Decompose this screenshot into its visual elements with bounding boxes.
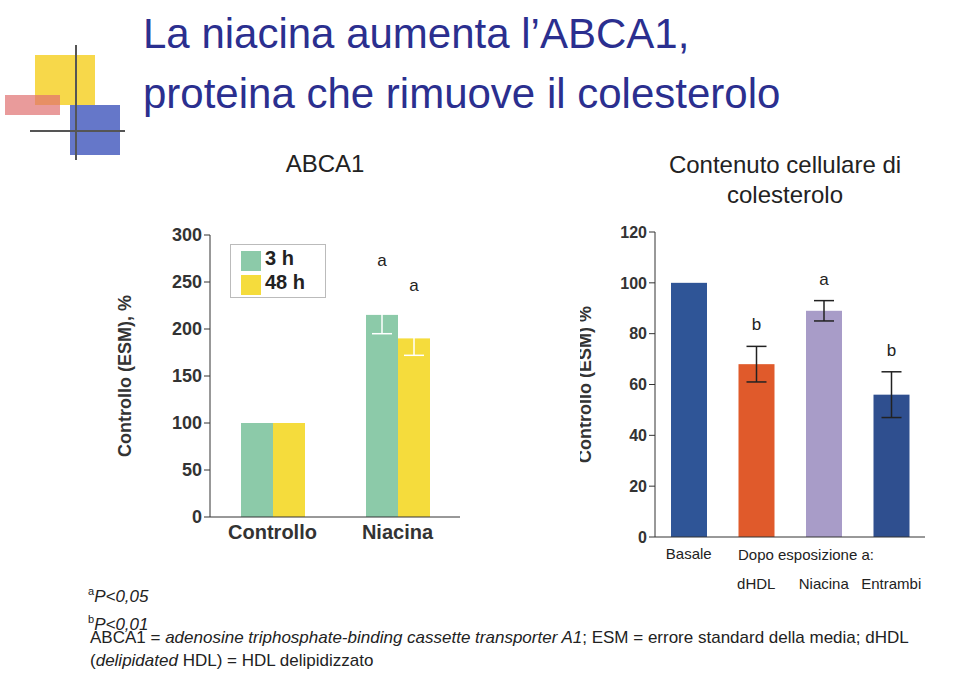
svg-text:Controllo (ESM) %: Controllo (ESM) % <box>580 306 595 463</box>
svg-text:a: a <box>819 270 829 289</box>
html-text:La niacina aumenta l’ABCA1,: La niacina aumenta l’ABCA1, <box>143 10 690 57</box>
svg-text:Niacina: Niacina <box>362 521 434 543</box>
svg-text:b: b <box>887 341 896 360</box>
svg-text:120: 120 <box>620 224 647 241</box>
svg-text:150: 150 <box>172 366 202 386</box>
svg-text:0: 0 <box>638 529 647 546</box>
svg-text:Niacina: Niacina <box>799 575 850 592</box>
html-text:proteina che rimuove il colest: proteina che rimuove il colesterolo <box>143 70 781 117</box>
svg-text:200: 200 <box>172 319 202 339</box>
svg-text:Controllo: Controllo <box>228 521 317 543</box>
svg-text:300: 300 <box>172 225 202 245</box>
html-text:Dopo esposizione a:: Dopo esposizione a: <box>738 546 874 563</box>
html-text:3 h: 3 h <box>265 247 294 269</box>
svg-text:40: 40 <box>629 427 647 444</box>
svg-text:a: a <box>409 276 419 295</box>
svg-text:80: 80 <box>629 325 647 342</box>
svg-text:Basale: Basale <box>666 545 712 562</box>
svg-text:100: 100 <box>620 275 647 292</box>
svg-text:60: 60 <box>629 376 647 393</box>
html-text:Contenuto cellulare di coleste: Contenuto cellulare di colesterolo <box>668 151 902 208</box>
svg-text:0: 0 <box>192 507 202 527</box>
svg-text:a: a <box>377 251 387 270</box>
svg-text:Controllo (ESM), %: Controllo (ESM), % <box>115 295 135 457</box>
svg-text:100: 100 <box>172 413 202 433</box>
svg-text:20: 20 <box>629 478 647 495</box>
svg-text:50: 50 <box>182 460 202 480</box>
html-text:ABCA1 = adenosine triphosphate: ABCA1 = adenosine triphosphate-binding c… <box>90 628 909 670</box>
svg-text:b: b <box>752 315 761 334</box>
html-text:48 h: 48 h <box>265 270 305 293</box>
svg-text:Entrambi: Entrambi <box>861 575 921 592</box>
html-text:bP<0,01: bP<0,01 <box>88 612 149 634</box>
svg-text:dHDL: dHDL <box>737 575 775 592</box>
svg-text:250: 250 <box>172 272 202 292</box>
html-text:aP<0,05: aP<0,05 <box>88 585 149 606</box>
html-text:ABCA1: ABCA1 <box>285 150 365 177</box>
